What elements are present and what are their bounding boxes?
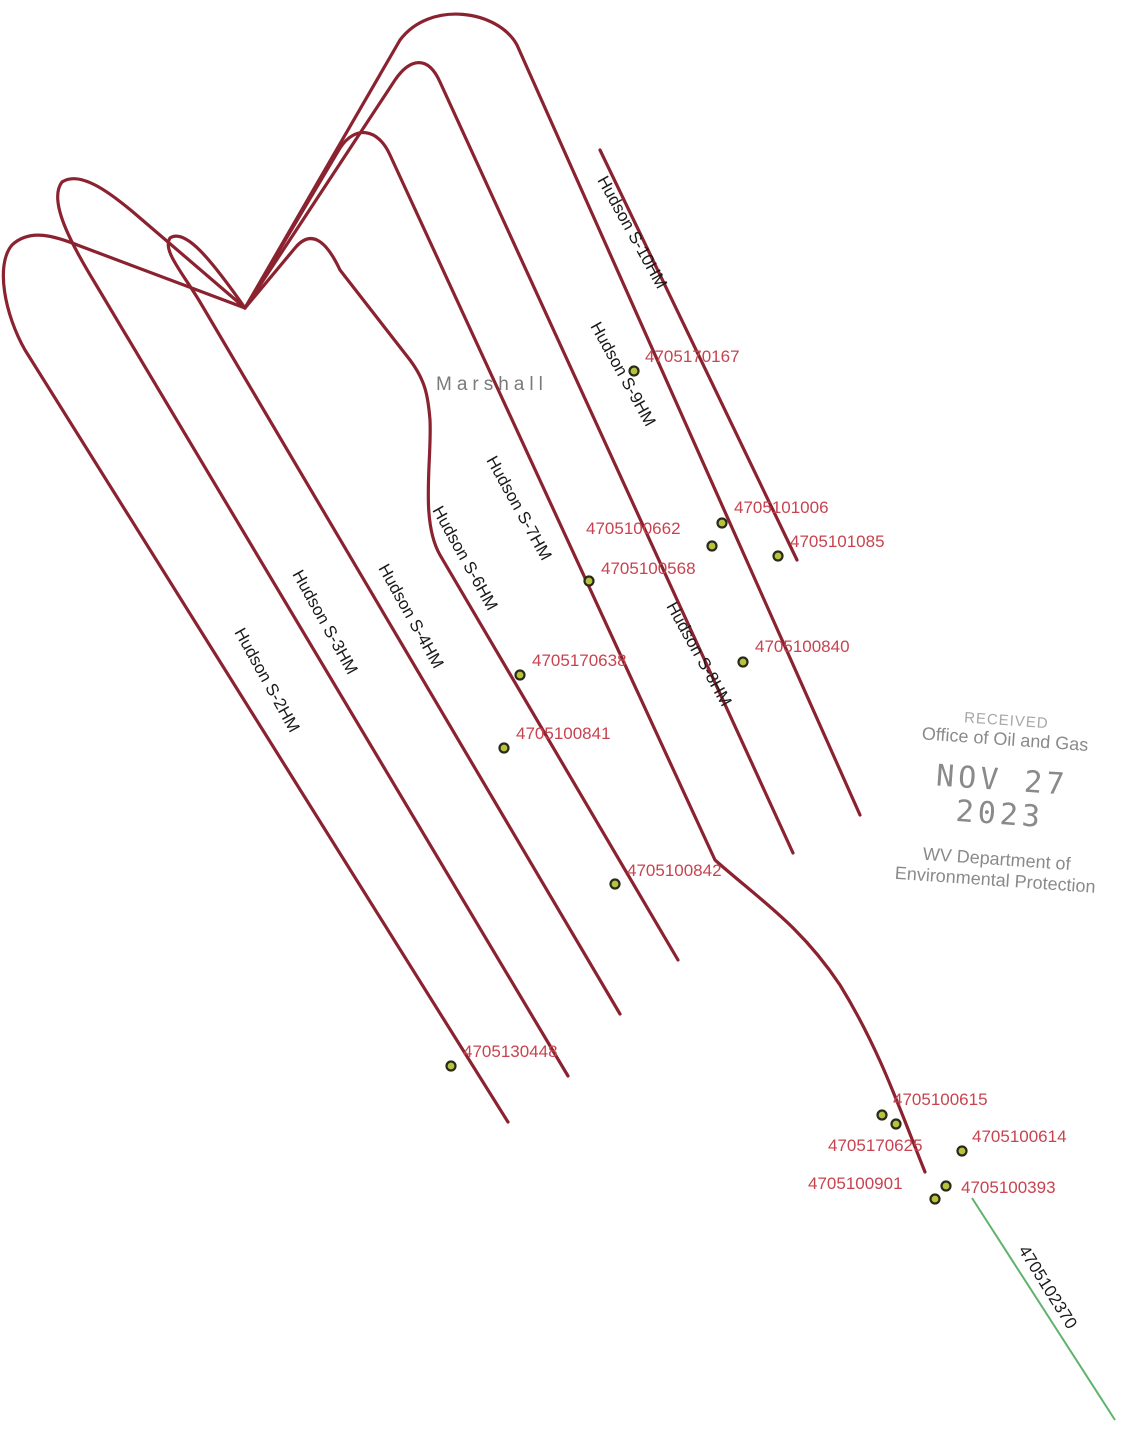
api-label-4705170638: 4705170638 (532, 651, 627, 670)
well-marker-4705101006[interactable] (716, 517, 728, 529)
api-label-4705170625: 4705170625 (828, 1136, 923, 1155)
api-label-4705100842: 4705100842 (627, 861, 722, 880)
api-label-4705100615: 4705100615 (893, 1090, 988, 1109)
well-marker-4705170638[interactable] (514, 669, 526, 681)
lateral-path-s2 (1, 233, 510, 1124)
api-label-4705100840: 4705100840 (755, 637, 850, 656)
well-marker-4705100842[interactable] (609, 878, 621, 890)
well-marker-4705100662[interactable] (706, 540, 718, 552)
well-marker-4705100615-b[interactable] (890, 1118, 902, 1130)
api-label-4705100568: 4705100568 (601, 559, 696, 578)
api-label-4705100901: 4705100901 (808, 1174, 903, 1193)
api-label-4705101085: 4705101085 (790, 532, 885, 551)
stamp-date: NOV 27 2023 (934, 758, 1070, 836)
well-marker-4705100901[interactable] (929, 1193, 941, 1205)
lateral-path-s9 (243, 12, 862, 817)
well-marker-4705100568[interactable] (583, 575, 595, 587)
lateral-path-s7 (243, 130, 927, 1174)
lateral-label-s3: Hudson S-3HM (289, 567, 362, 678)
api-label-4705101006: 4705101006 (734, 498, 829, 517)
well-marker-4705130448[interactable] (445, 1060, 457, 1072)
lateral-label-s10: Hudson S-10HM (594, 173, 672, 292)
lateral-label-s8: Hudson S-8HM (663, 599, 736, 710)
lateral-label-s7: Hudson S-7HM (483, 453, 556, 564)
well-marker-4705100393[interactable] (940, 1180, 952, 1192)
well-marker-4705100614[interactable] (956, 1145, 968, 1157)
lateral-path-s10 (598, 148, 799, 562)
well-marker-4705100615-a[interactable] (876, 1109, 888, 1121)
offset-well-label: 4705102370 (1015, 1242, 1081, 1332)
api-label-4705100614: 4705100614 (972, 1127, 1067, 1146)
county-label: Marshall (436, 374, 548, 395)
lateral-label-s2: Hudson S-2HM (231, 625, 304, 736)
well-marker-4705101085[interactable] (772, 550, 784, 562)
api-label-4705100393: 4705100393 (961, 1178, 1056, 1197)
api-label-4705130448: 4705130448 (463, 1042, 558, 1061)
lateral-path-s3 (56, 177, 570, 1078)
offset-well-path (971, 1197, 1116, 1421)
api-label-4705100841: 4705100841 (516, 724, 611, 743)
lateral-path-s6 (243, 237, 680, 962)
well-marker-4705170167[interactable] (628, 365, 640, 377)
lateral-path-s8 (243, 61, 795, 855)
well-marker-4705100840[interactable] (737, 656, 749, 668)
lateral-path-s4 (166, 234, 622, 1016)
received-stamp: RECEIVED Office of Oil and Gas NOV 27 20… (873, 704, 1123, 920)
well-marker-4705100841[interactable] (498, 742, 510, 754)
api-label-4705170167: 4705170167 (645, 347, 740, 366)
lateral-label-s9: Hudson S-9HM (587, 319, 660, 430)
api-label-4705100662: 4705100662 (586, 519, 681, 538)
